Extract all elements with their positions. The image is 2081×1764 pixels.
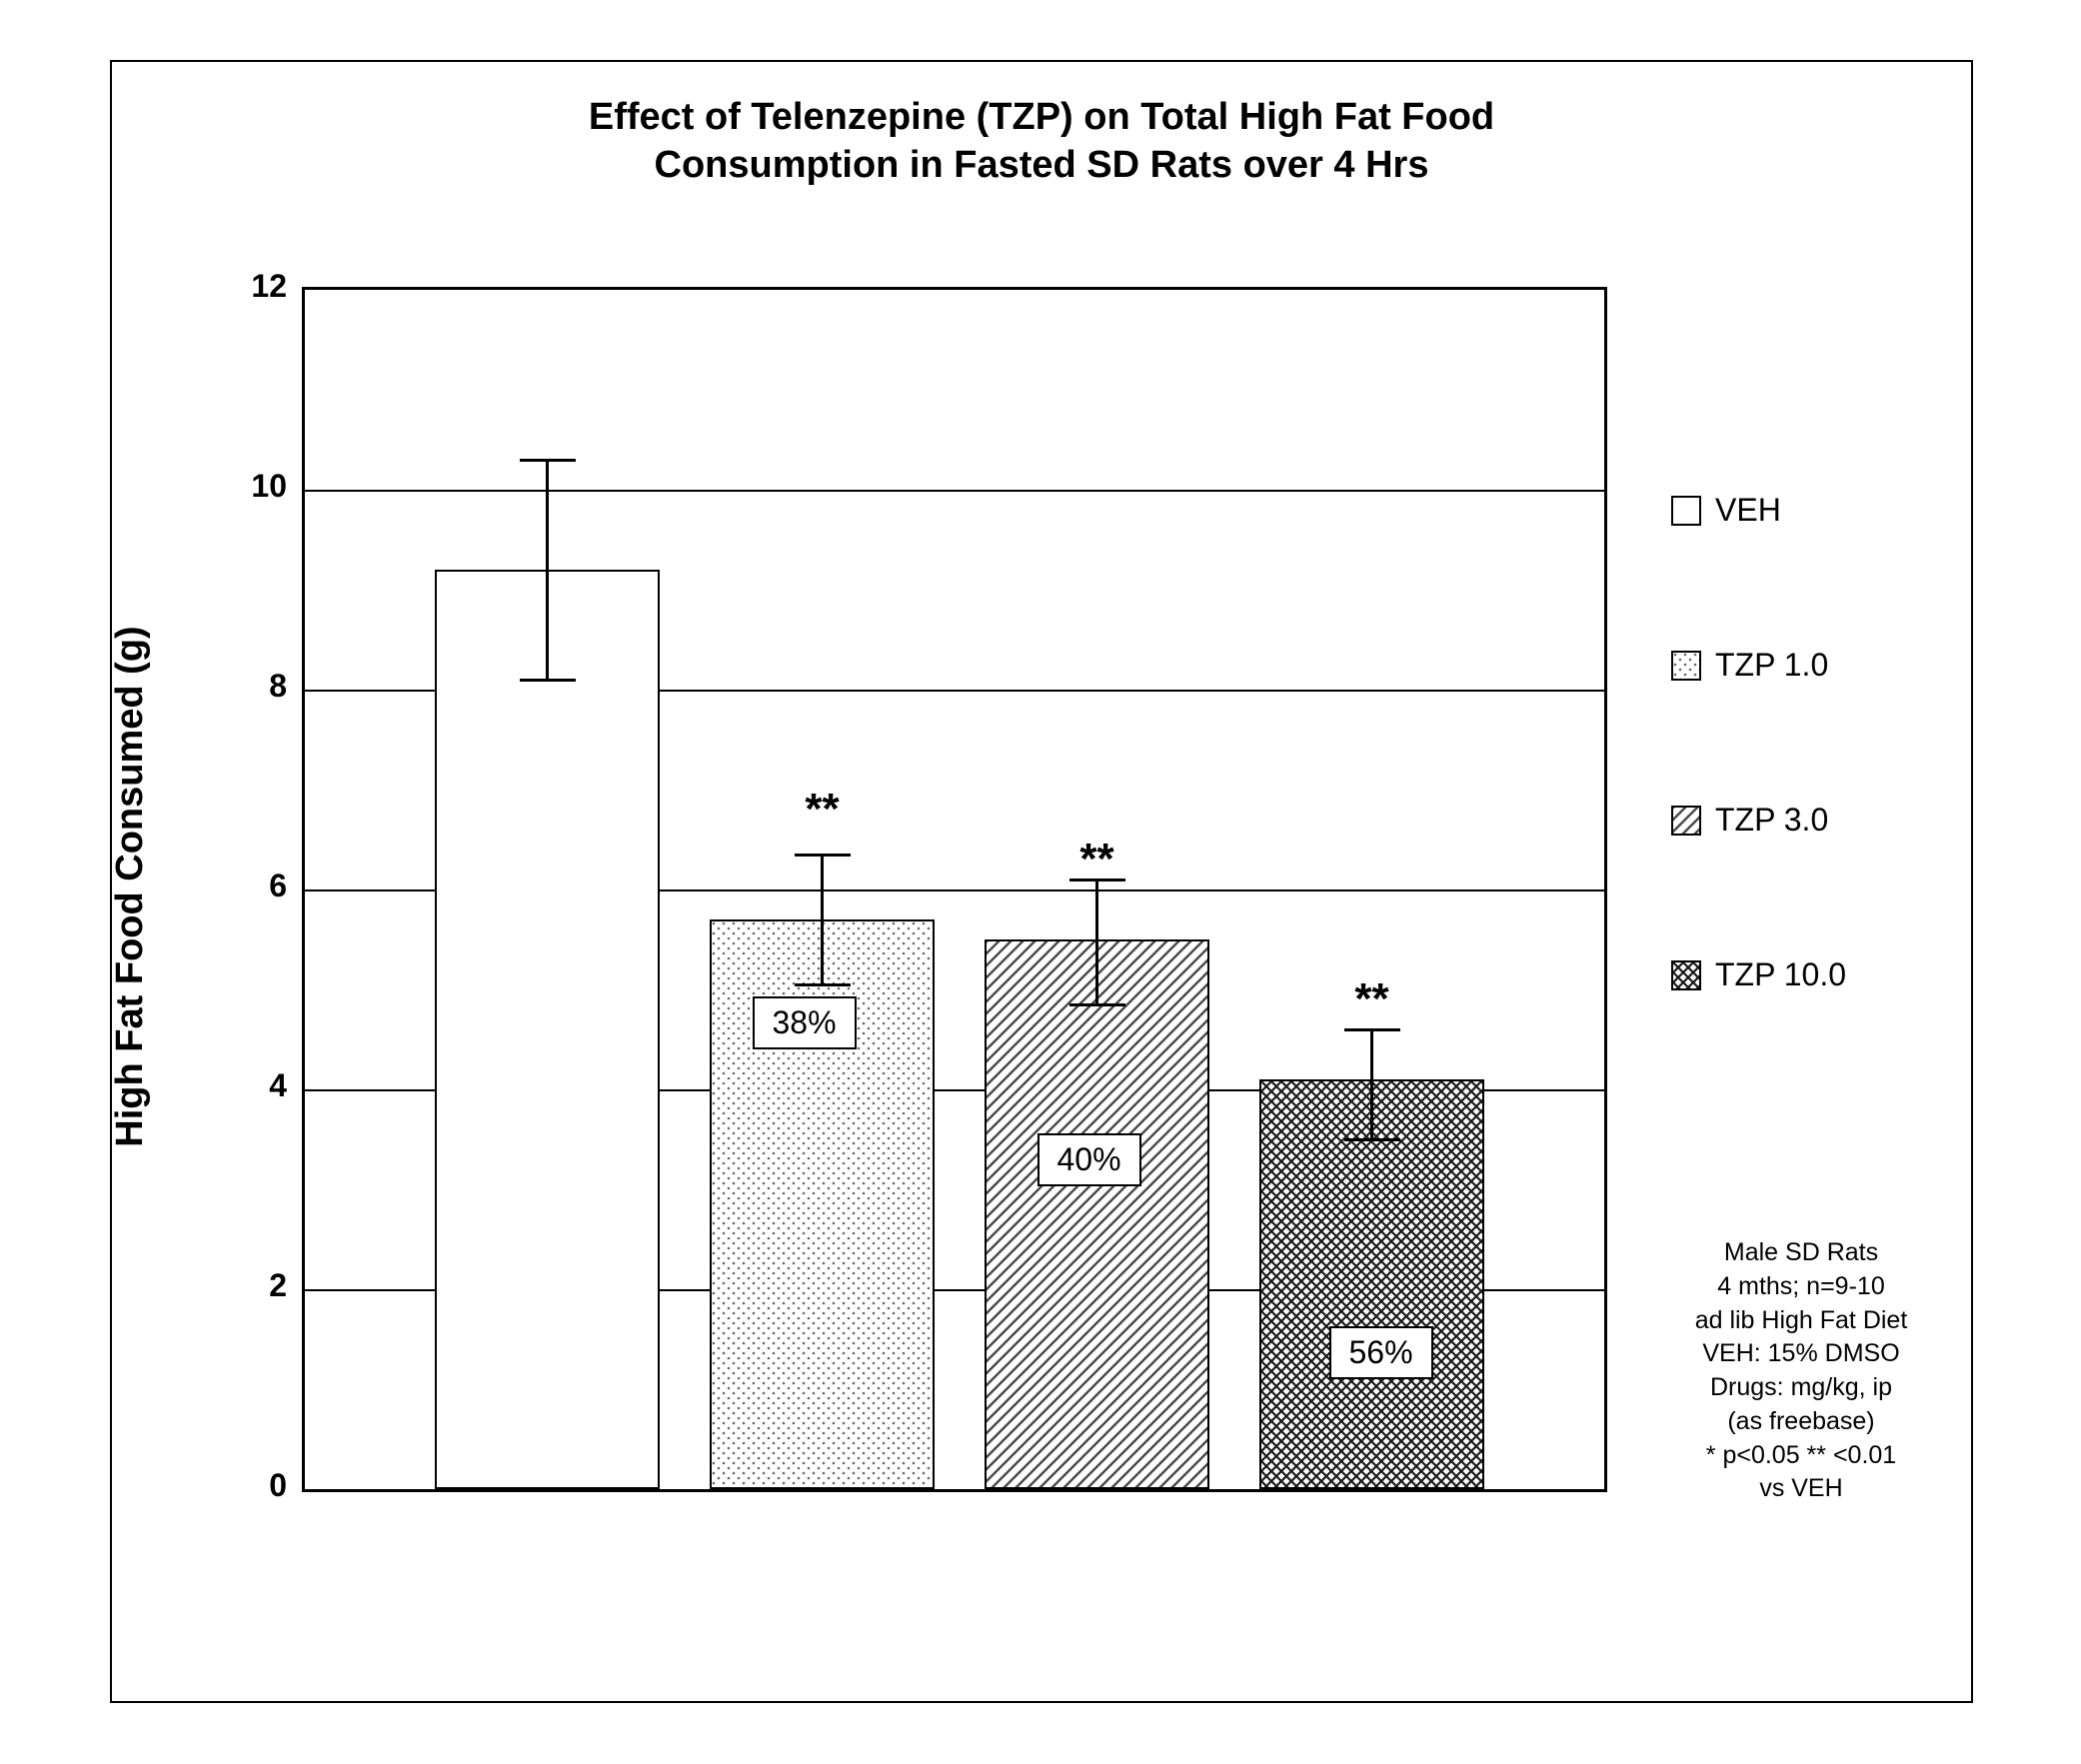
chart-title-line2: Consumption in Fasted SD Rats over 4 Hrs (112, 142, 1971, 190)
legend-swatch-fill (1673, 808, 1699, 834)
bar-fill (987, 941, 1207, 1487)
legend-label: TZP 1.0 (1715, 647, 1828, 684)
y-tick-label: 2 (217, 1267, 287, 1304)
percent-reduction-box: 38% (753, 996, 857, 1049)
legend-item: TZP 1.0 (1671, 647, 1846, 684)
notes-line: (as freebase) (1631, 1405, 1971, 1439)
error-cap-top (795, 854, 851, 857)
bar-tzp3 (985, 939, 1209, 1489)
y-tick-label: 4 (217, 1067, 287, 1104)
legend-label: TZP 3.0 (1715, 802, 1828, 839)
legend-swatch (1671, 651, 1701, 681)
chart-title-line1: Effect of Telenzepine (TZP) on Total Hig… (112, 94, 1971, 142)
legend-item: VEH (1671, 492, 1846, 529)
error-cap-bottom (520, 679, 576, 682)
y-tick-label: 6 (217, 868, 287, 904)
notes-line: VEH: 15% DMSO (1631, 1337, 1971, 1371)
significance-marker: ** (1312, 974, 1432, 1024)
error-cap-bottom (1069, 1003, 1125, 1006)
legend-swatch (1671, 960, 1701, 990)
notes-line: Male SD Rats (1631, 1236, 1971, 1270)
error-cap-top (1344, 1028, 1400, 1031)
legend: VEH TZP 1.0 TZP 3.0 TZP 10.0 (1671, 492, 1846, 993)
error-bar (546, 460, 549, 680)
y-tick-label: 10 (217, 468, 287, 505)
notes-line: ad lib High Fat Diet (1631, 1304, 1971, 1338)
legend-swatch (1671, 496, 1701, 526)
error-bar (1095, 880, 1098, 1004)
legend-swatch-fill (1673, 962, 1699, 988)
legend-label: VEH (1715, 492, 1781, 529)
error-cap-bottom (1344, 1138, 1400, 1141)
page: Effect of Telenzepine (TZP) on Total Hig… (0, 0, 2081, 1764)
legend-swatch-fill (1673, 653, 1699, 679)
chart-frame: Effect of Telenzepine (TZP) on Total Hig… (110, 60, 1973, 1703)
bar-fill (437, 572, 658, 1487)
error-bar (1370, 1029, 1373, 1139)
legend-label: TZP 10.0 (1715, 956, 1846, 993)
significance-marker: ** (1038, 835, 1157, 884)
bar-tzp10 (1259, 1079, 1484, 1489)
notes-line: * p<0.05 ** <0.01 (1631, 1439, 1971, 1473)
legend-item: TZP 10.0 (1671, 956, 1846, 993)
error-cap-top (520, 459, 576, 462)
bar-veh (435, 570, 660, 1489)
notes-line: vs VEH (1631, 1472, 1971, 1506)
percent-reduction-box: 40% (1038, 1133, 1141, 1186)
y-tick-label: 8 (217, 668, 287, 705)
notes-line: 4 mths; n=9-10 (1631, 1270, 1971, 1304)
y-tick-label: 0 (217, 1467, 287, 1504)
error-cap-bottom (795, 983, 851, 986)
chart-title: Effect of Telenzepine (TZP) on Total Hig… (112, 94, 1971, 189)
error-bar (821, 855, 824, 984)
plot-area: ** 38% ** 40% ** 56% (302, 287, 1607, 1492)
grid-line (305, 490, 1604, 492)
legend-swatch-fill (1673, 498, 1699, 524)
y-tick-label: 12 (217, 268, 287, 305)
y-axis-label: High Fat Food Consumed (g) (109, 626, 152, 1146)
notes-block: Male SD Rats4 mths; n=9-10ad lib High Fa… (1631, 1236, 1971, 1506)
percent-reduction-box: 56% (1329, 1326, 1433, 1379)
bar-fill (1261, 1081, 1482, 1487)
significance-marker: ** (763, 785, 883, 835)
legend-swatch (1671, 806, 1701, 836)
notes-line: Drugs: mg/kg, ip (1631, 1371, 1971, 1405)
legend-item: TZP 3.0 (1671, 802, 1846, 839)
